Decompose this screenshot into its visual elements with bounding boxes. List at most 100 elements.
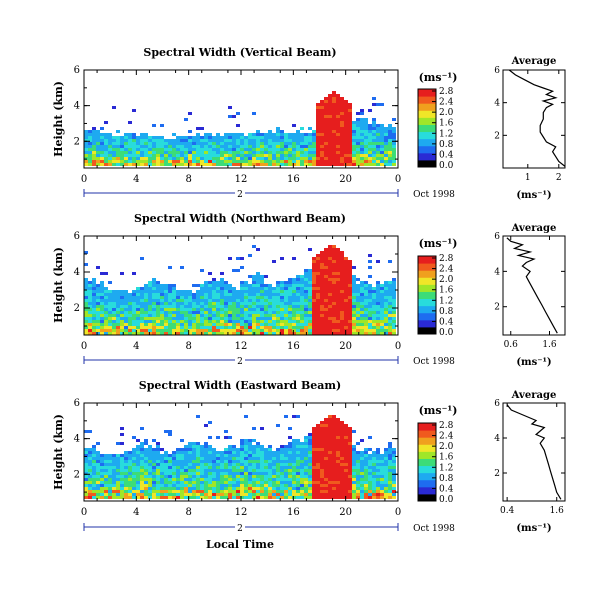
heatmap-cell <box>308 142 312 145</box>
heatmap-cell <box>256 487 260 490</box>
heatmap-cell <box>276 332 280 335</box>
heatmap-cell <box>92 484 96 487</box>
heatmap-cell <box>380 130 384 133</box>
heatmap-cell <box>256 151 260 154</box>
heatmap-cell <box>104 478 108 481</box>
heatmap-cell <box>340 314 344 317</box>
heatmap-cell <box>116 293 120 296</box>
heatmap-cell <box>344 442 348 445</box>
heatmap-cell <box>264 154 268 157</box>
heatmap-cell <box>248 478 252 481</box>
heatmap-cell <box>340 326 344 329</box>
heatmap-cell <box>292 320 296 323</box>
heatmap-cell <box>344 472 348 475</box>
heatmap-cell <box>248 154 252 157</box>
heatmap-cell <box>84 281 88 284</box>
heatmap-cell <box>248 284 252 287</box>
heatmap-cell <box>216 311 220 314</box>
heatmap-cell <box>336 442 340 445</box>
heatmap-cell <box>368 329 372 332</box>
avg-y-tick-label: 4 <box>494 267 500 277</box>
heatmap-cell <box>140 290 144 293</box>
heatmap-cell <box>160 163 164 166</box>
heatmap-cell <box>124 487 128 490</box>
heatmap-cell <box>172 451 176 454</box>
heatmap-cell <box>392 311 396 314</box>
heatmap-cell <box>184 320 188 323</box>
heatmap-cell <box>276 493 280 496</box>
heatmap-cell <box>88 299 92 302</box>
colorbar-tick-label: 2.8 <box>439 87 454 97</box>
heatmap-cell <box>212 463 216 466</box>
heatmap-cell <box>320 281 324 284</box>
heatmap-cell <box>132 478 136 481</box>
heatmap-cell <box>296 154 300 157</box>
heatmap-cell <box>360 299 364 302</box>
heatmap-cell <box>252 490 256 493</box>
heatmap-cell <box>136 466 140 469</box>
heatmap-cell <box>308 329 312 332</box>
heatmap-cell <box>312 332 316 335</box>
heatmap-cell <box>312 151 316 154</box>
heatmap-cell <box>300 290 304 293</box>
heatmap-cell <box>204 163 208 166</box>
heatmap-cell <box>320 145 324 148</box>
heatmap-cell <box>376 139 380 142</box>
heatmap-cell <box>284 148 288 151</box>
heatmap-cell <box>304 136 308 139</box>
heatmap-cell <box>380 496 384 499</box>
heatmap-cell <box>112 490 116 493</box>
heatmap-cell <box>92 157 96 160</box>
heatmap-cell <box>152 163 156 166</box>
heatmap-cell <box>336 472 340 475</box>
heatmap-cell <box>148 475 152 478</box>
heatmap-cell <box>312 493 316 496</box>
heatmap-cell <box>288 496 292 499</box>
heatmap-cell <box>320 469 324 472</box>
heatmap-cell <box>308 484 312 487</box>
heatmap-cell <box>324 466 328 469</box>
heatmap-cell <box>288 332 292 335</box>
heatmap-cell <box>268 445 272 448</box>
heatmap-cell <box>380 490 384 493</box>
heatmap-cell <box>136 457 140 460</box>
heatmap-cell <box>176 293 180 296</box>
heatmap-cell <box>240 439 244 442</box>
heatmap-cell <box>268 493 272 496</box>
heatmap-cell <box>340 103 344 106</box>
heatmap-cell <box>292 487 296 490</box>
heatmap-cell <box>152 302 156 305</box>
heatmap-cell <box>324 118 328 121</box>
heatmap-cell <box>132 290 136 293</box>
heatmap-cell <box>84 311 88 314</box>
heatmap-cell <box>288 457 292 460</box>
heatmap-cell <box>248 493 252 496</box>
heatmap-cell <box>260 490 264 493</box>
heatmap-cell <box>152 478 156 481</box>
heatmap-cell <box>272 460 276 463</box>
heatmap-cell <box>308 305 312 308</box>
heatmap-cell <box>216 460 220 463</box>
heatmap-cell <box>192 466 196 469</box>
heatmap-cell <box>316 263 320 266</box>
heatmap-cell <box>84 329 88 332</box>
heatmap-cell <box>328 293 332 296</box>
heatmap-cell <box>128 493 132 496</box>
heatmap-cell <box>348 118 352 121</box>
heatmap-cell <box>292 136 296 139</box>
heatmap-cell <box>356 290 360 293</box>
heatmap-cell <box>388 293 392 296</box>
heatmap-cell <box>220 493 224 496</box>
heatmap-cell <box>356 469 360 472</box>
heatmap-cell <box>152 490 156 493</box>
heatmap-cell <box>348 302 352 305</box>
heatmap-cell <box>280 142 284 145</box>
heatmap-cell <box>368 490 372 493</box>
heatmap-cell <box>200 296 204 299</box>
heatmap-cell <box>192 160 196 163</box>
heatmap-cell <box>172 157 176 160</box>
heatmap-cell <box>220 299 224 302</box>
heatmap-cell <box>140 475 144 478</box>
heatmap-cell <box>88 326 92 329</box>
heatmap-cell <box>280 493 284 496</box>
